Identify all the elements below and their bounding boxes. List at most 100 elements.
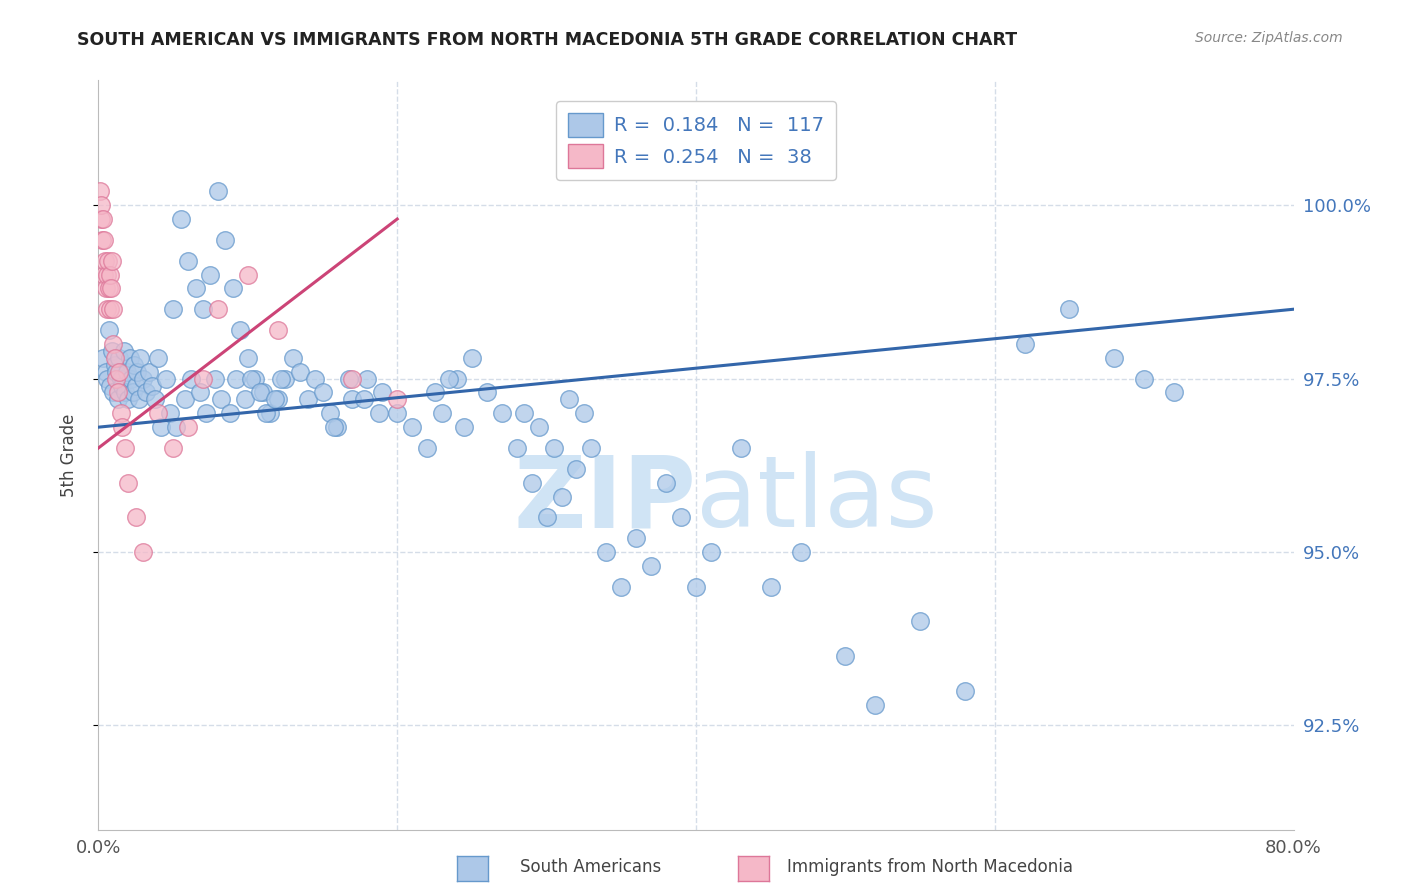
Point bbox=[128, 392, 150, 407]
Point bbox=[104, 358, 127, 372]
Point bbox=[191, 302, 214, 317]
Point bbox=[101, 253, 124, 268]
Point bbox=[115, 365, 138, 379]
Point bbox=[214, 233, 236, 247]
Point bbox=[207, 184, 229, 198]
Point bbox=[311, 385, 333, 400]
Point bbox=[94, 365, 117, 379]
Point bbox=[97, 253, 120, 268]
Point bbox=[148, 351, 170, 365]
Point bbox=[180, 371, 202, 385]
Point bbox=[114, 441, 136, 455]
Point bbox=[281, 351, 304, 365]
Point bbox=[267, 392, 290, 407]
Point bbox=[98, 378, 122, 392]
Point bbox=[110, 406, 132, 420]
Point bbox=[103, 337, 125, 351]
Point bbox=[274, 371, 297, 385]
Point bbox=[141, 378, 163, 392]
Point bbox=[550, 490, 572, 504]
Point bbox=[236, 351, 259, 365]
Point bbox=[222, 281, 245, 295]
Point bbox=[730, 441, 752, 455]
Point bbox=[96, 268, 118, 282]
Point bbox=[97, 323, 120, 337]
Point bbox=[188, 385, 211, 400]
Point bbox=[595, 545, 617, 559]
Point bbox=[908, 615, 931, 629]
Point bbox=[513, 406, 536, 420]
Point bbox=[543, 441, 565, 455]
Point bbox=[118, 351, 141, 365]
Point bbox=[304, 371, 326, 385]
Point bbox=[96, 371, 118, 385]
Point bbox=[288, 365, 311, 379]
Point bbox=[254, 406, 277, 420]
Point bbox=[98, 268, 121, 282]
Point bbox=[865, 698, 887, 712]
Point bbox=[91, 233, 114, 247]
Point bbox=[655, 475, 678, 490]
Point bbox=[225, 371, 247, 385]
Point bbox=[326, 420, 349, 434]
Point bbox=[89, 184, 111, 198]
Point bbox=[439, 371, 461, 385]
Point bbox=[184, 281, 207, 295]
Point bbox=[125, 510, 148, 524]
Y-axis label: 5th Grade: 5th Grade bbox=[59, 413, 77, 497]
Point bbox=[105, 365, 128, 379]
Point bbox=[342, 392, 364, 407]
Point bbox=[1059, 302, 1081, 317]
Point bbox=[107, 392, 129, 407]
Point bbox=[91, 212, 114, 227]
Point bbox=[129, 351, 152, 365]
Point bbox=[100, 281, 122, 295]
Point bbox=[270, 371, 292, 385]
Text: ZIP: ZIP bbox=[513, 451, 696, 549]
Point bbox=[626, 531, 648, 545]
Point bbox=[121, 385, 143, 400]
Point bbox=[125, 378, 148, 392]
Point bbox=[165, 420, 187, 434]
Point bbox=[339, 371, 361, 385]
Point bbox=[610, 580, 633, 594]
Point bbox=[416, 441, 439, 455]
Text: Source: ZipAtlas.com: Source: ZipAtlas.com bbox=[1195, 31, 1343, 45]
Point bbox=[111, 420, 134, 434]
Point bbox=[297, 392, 319, 407]
Point bbox=[1163, 385, 1185, 400]
Point bbox=[572, 406, 595, 420]
Point bbox=[200, 268, 222, 282]
Point bbox=[169, 212, 191, 227]
Point bbox=[371, 385, 394, 400]
Point bbox=[105, 371, 128, 385]
Point bbox=[108, 365, 131, 379]
Point bbox=[204, 371, 226, 385]
Point bbox=[94, 253, 117, 268]
Point bbox=[461, 351, 484, 365]
Point bbox=[110, 371, 132, 385]
Point bbox=[520, 475, 543, 490]
Text: Immigrants from North Macedonia: Immigrants from North Macedonia bbox=[787, 858, 1073, 876]
Point bbox=[127, 365, 149, 379]
Point bbox=[132, 371, 155, 385]
Point bbox=[195, 406, 218, 420]
Point bbox=[207, 302, 229, 317]
Point bbox=[135, 385, 157, 400]
Point bbox=[117, 392, 139, 407]
Point bbox=[506, 441, 529, 455]
Point bbox=[101, 302, 124, 317]
Point bbox=[685, 580, 707, 594]
Point bbox=[104, 351, 127, 365]
Point bbox=[319, 406, 342, 420]
Point bbox=[581, 441, 603, 455]
Point bbox=[953, 683, 976, 698]
Point bbox=[700, 545, 723, 559]
Point bbox=[342, 371, 364, 385]
Point bbox=[103, 385, 125, 400]
Point bbox=[249, 385, 271, 400]
Point bbox=[159, 406, 181, 420]
Point bbox=[267, 323, 290, 337]
Point bbox=[1104, 351, 1126, 365]
Point bbox=[132, 545, 155, 559]
